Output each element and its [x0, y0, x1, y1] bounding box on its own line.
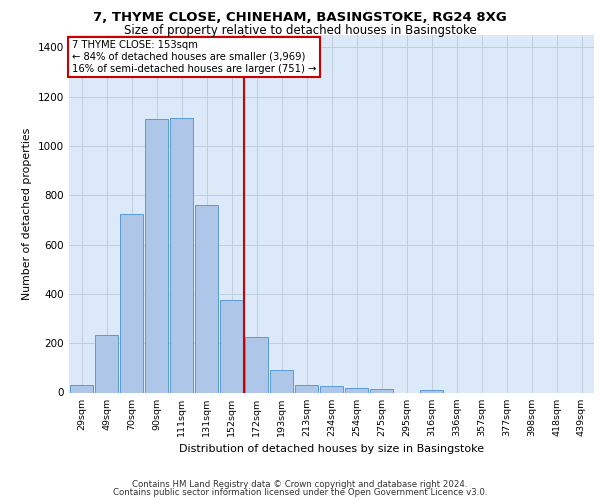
- Text: Contains public sector information licensed under the Open Government Licence v3: Contains public sector information licen…: [113, 488, 487, 497]
- Bar: [195, 205, 218, 392]
- Text: Size of property relative to detached houses in Basingstoke: Size of property relative to detached ho…: [124, 24, 476, 37]
- Bar: [295, 385, 318, 392]
- Bar: [370, 389, 393, 392]
- Text: 7, THYME CLOSE, CHINEHAM, BASINGSTOKE, RG24 8XG: 7, THYME CLOSE, CHINEHAM, BASINGSTOKE, R…: [93, 11, 507, 24]
- Bar: [345, 388, 368, 392]
- Bar: [220, 300, 243, 392]
- Bar: [170, 118, 193, 392]
- Bar: [320, 386, 343, 392]
- Bar: [95, 334, 118, 392]
- Bar: [120, 214, 143, 392]
- X-axis label: Distribution of detached houses by size in Basingstoke: Distribution of detached houses by size …: [179, 444, 484, 454]
- Bar: [420, 390, 443, 392]
- Y-axis label: Number of detached properties: Number of detached properties: [22, 128, 32, 300]
- Bar: [70, 385, 93, 392]
- Bar: [270, 370, 293, 392]
- Bar: [145, 119, 168, 392]
- Text: 7 THYME CLOSE: 153sqm
← 84% of detached houses are smaller (3,969)
16% of semi-d: 7 THYME CLOSE: 153sqm ← 84% of detached …: [71, 40, 316, 74]
- Text: Contains HM Land Registry data © Crown copyright and database right 2024.: Contains HM Land Registry data © Crown c…: [132, 480, 468, 489]
- Bar: [245, 337, 268, 392]
